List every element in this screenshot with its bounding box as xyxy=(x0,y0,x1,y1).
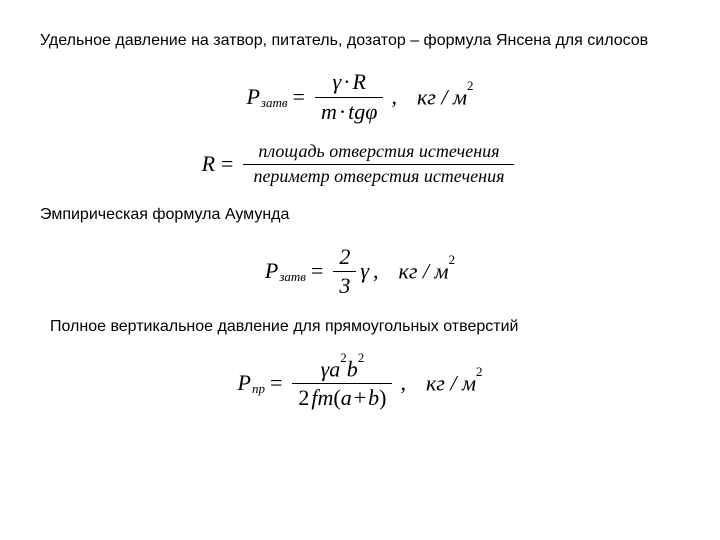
unit-3: кг / м2 xyxy=(399,258,456,284)
unit-1: кг / м2 xyxy=(417,84,474,110)
unit-m: м xyxy=(453,84,467,109)
intro-paragraph-1: Удельное давление на затвор, питатель, д… xyxy=(40,30,680,52)
intro-paragraph-3: Полное вертикальное давление для прямоуг… xyxy=(50,316,680,338)
var-p: P xyxy=(246,84,259,110)
var-r: R xyxy=(352,69,365,94)
b-exp: 2 xyxy=(358,350,365,365)
sub-zatv: затв xyxy=(261,95,288,111)
comma-3: , xyxy=(373,258,379,284)
fn-tg: tg xyxy=(348,99,365,124)
equals: = xyxy=(293,84,305,110)
fraction-4: γa2b2 2fm(a+b) xyxy=(292,357,392,411)
comma-1: , xyxy=(391,84,397,110)
equals-4: = xyxy=(270,370,282,396)
formula-2-r-definition: R = площадь отверстия истечения периметр… xyxy=(40,142,680,187)
var-b-4: b xyxy=(368,385,379,410)
var-r-2: R xyxy=(202,151,215,177)
var-p-4: P xyxy=(237,370,250,396)
unit-m-3: м xyxy=(435,259,449,284)
phi: φ xyxy=(365,99,377,124)
unit-slash: / xyxy=(441,84,447,109)
frac2-den: периметр отверстия истечения xyxy=(243,165,514,187)
formula-1-janssen: Pзатв = γ·R m·tgφ , кг / м2 xyxy=(40,70,680,123)
fraction-1: γ·R m·tgφ xyxy=(315,70,384,123)
gamma: γ xyxy=(332,69,341,94)
unit-kg: кг xyxy=(417,84,436,109)
gamma-3: γ xyxy=(360,258,369,284)
unit-exp-4: 2 xyxy=(476,364,483,379)
dot-op: · xyxy=(343,69,350,94)
a-exp: 2 xyxy=(340,350,347,365)
frac2-num: площадь отверстия истечения xyxy=(243,142,514,165)
formula-4-rectangular: Pпр = γa2b2 2fm(a+b) , кг / м2 xyxy=(40,357,680,411)
equals-3: = xyxy=(311,258,323,284)
frac3-den: 3 xyxy=(333,272,356,298)
var-m: m xyxy=(321,99,337,124)
frac3-num: 2 xyxy=(333,245,356,272)
comma-4: , xyxy=(400,370,406,396)
unit-m-4: м xyxy=(462,371,476,396)
dot-op-2: · xyxy=(339,99,346,124)
fraction-3: 2 3 xyxy=(333,245,356,298)
gamma-4: γ xyxy=(321,356,330,381)
unit-kg-3: кг xyxy=(399,259,418,284)
rparen: ) xyxy=(379,385,386,410)
lparen: ( xyxy=(333,385,340,410)
formula-3-aumund: Pзатв = 2 3 γ , кг / м2 xyxy=(40,245,680,298)
unit-slash-3: / xyxy=(423,259,429,284)
unit-exp: 2 xyxy=(467,78,474,93)
fraction-2: площадь отверстия истечения периметр отв… xyxy=(243,142,514,187)
var-a-4: a xyxy=(341,385,352,410)
unit-kg-4: кг xyxy=(426,371,445,396)
unit-exp-3: 2 xyxy=(449,252,456,267)
var-b: b xyxy=(347,356,358,381)
unit-4: кг / м2 xyxy=(426,370,483,396)
unit-slash-4: / xyxy=(450,371,456,396)
var-m-4: m xyxy=(317,385,333,410)
var-a: a xyxy=(329,356,340,381)
var-p-3: P xyxy=(265,258,278,284)
sub-zatv-3: затв xyxy=(279,269,306,285)
const-2: 2 xyxy=(298,385,309,410)
equals-2: = xyxy=(221,151,233,177)
intro-paragraph-2: Эмпирическая формула Аумунда xyxy=(40,204,680,226)
sub-pr: пр xyxy=(252,381,265,397)
plus-op: + xyxy=(354,385,366,410)
